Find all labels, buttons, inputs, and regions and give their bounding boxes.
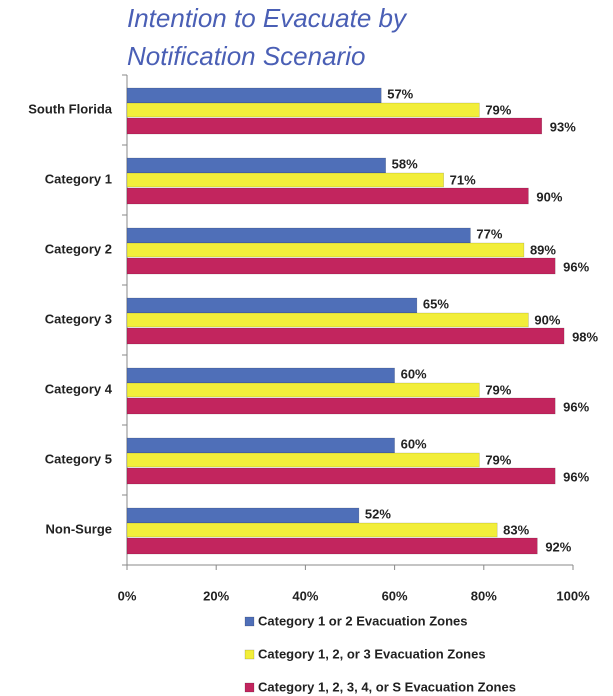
bar (126, 242, 525, 258)
value-label: 71% (450, 172, 476, 187)
bar (126, 522, 498, 538)
value-label: 83% (503, 522, 529, 537)
legend-label: Category 1, 2, 3, 4, or S Evacuation Zon… (258, 679, 516, 694)
y-tick-label: Category 4 (45, 381, 113, 396)
bar (126, 172, 444, 188)
y-tick-label: Non-Surge (46, 521, 112, 536)
bar (126, 437, 395, 454)
x-tick-label: 80% (471, 588, 497, 603)
legend-swatch (244, 616, 255, 627)
chart-title: Intention to Evacuate by (127, 3, 408, 33)
legend-swatch (244, 682, 255, 693)
x-tick-label: 20% (203, 588, 229, 603)
bar (126, 327, 565, 345)
value-label: 57% (387, 86, 413, 101)
y-tick-label: Category 3 (45, 311, 112, 326)
value-label: 90% (534, 312, 560, 327)
legend-label: Category 1, 2, or 3 Evacuation Zones (258, 646, 486, 661)
value-label: 89% (530, 242, 556, 257)
value-label: 92% (545, 539, 571, 554)
x-tick-label: 40% (292, 588, 318, 603)
value-label: 77% (476, 226, 502, 241)
value-label: 52% (365, 506, 391, 521)
bar (126, 227, 471, 244)
y-tick-label: Category 1 (45, 171, 112, 186)
bar (126, 157, 386, 174)
bar (126, 467, 556, 485)
y-tick-label: Category 5 (45, 451, 112, 466)
y-tick-label: Category 2 (45, 241, 112, 256)
value-label: 79% (485, 102, 511, 117)
value-label: 60% (401, 436, 427, 451)
bar (126, 452, 480, 468)
bar (126, 537, 538, 555)
legend-label: Category 1 or 2 Evacuation Zones (258, 613, 468, 628)
chart-title: Notification Scenario (127, 41, 365, 71)
value-label: 93% (550, 119, 576, 134)
value-label: 96% (563, 469, 589, 484)
value-label: 90% (536, 189, 562, 204)
bar (126, 117, 543, 135)
value-label: 60% (401, 366, 427, 381)
value-label: 96% (563, 259, 589, 274)
value-label: 96% (563, 399, 589, 414)
value-label: 79% (485, 452, 511, 467)
bar (126, 87, 382, 104)
bar (126, 257, 556, 275)
bar (126, 187, 529, 205)
value-label: 65% (423, 296, 449, 311)
x-tick-label: 0% (118, 588, 137, 603)
bar (126, 397, 556, 415)
bar (126, 507, 360, 524)
value-label: 98% (572, 329, 598, 344)
x-tick-label: 100% (556, 588, 590, 603)
bar (126, 367, 395, 384)
legend-swatch (244, 649, 255, 660)
value-label: 58% (392, 156, 418, 171)
value-label: 79% (485, 382, 511, 397)
bar (126, 312, 529, 328)
bar (126, 102, 480, 118)
y-tick-label: South Florida (28, 101, 113, 116)
x-tick-label: 60% (382, 588, 408, 603)
bar (126, 297, 418, 314)
bar (126, 382, 480, 398)
